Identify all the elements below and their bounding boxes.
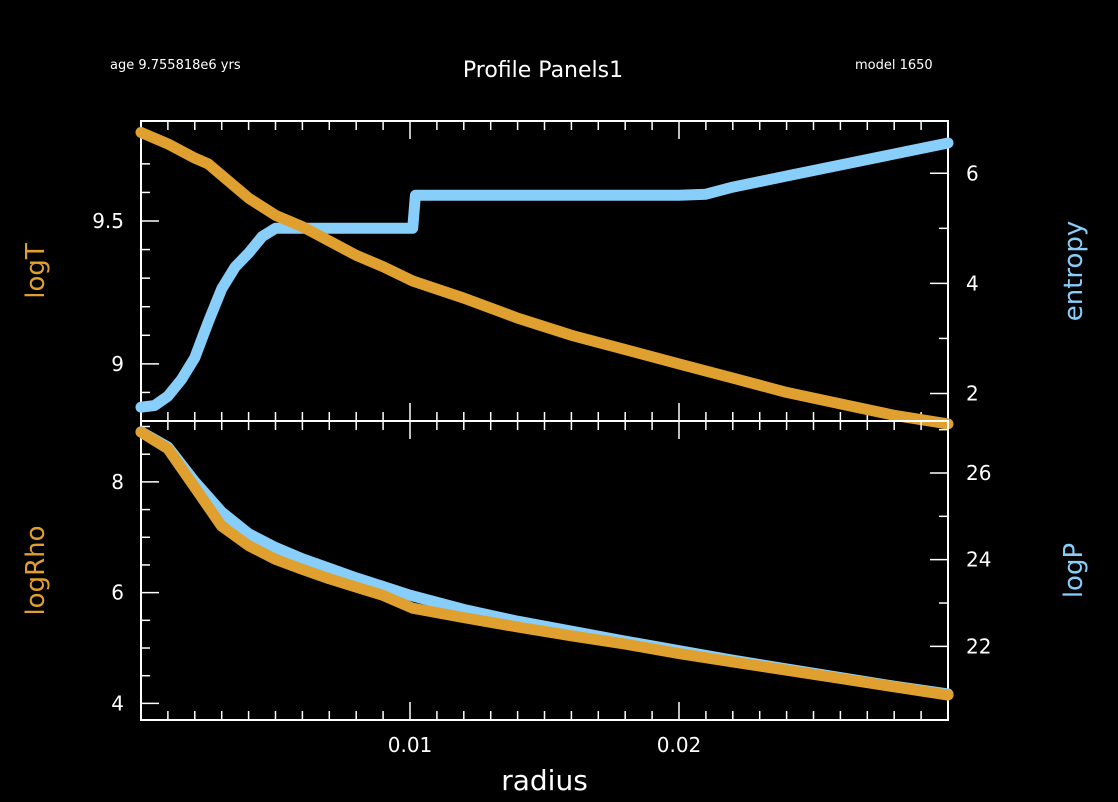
model-label: model 1650 <box>855 58 933 73</box>
bottom-left-tick-label: 6 <box>111 581 124 605</box>
top-right-tick-label: 2 <box>966 381 979 405</box>
chart-title: Profile Panels1 <box>462 58 624 83</box>
bottom-right-tick-label: 22 <box>966 634 991 658</box>
bottom-series-logP <box>135 426 954 700</box>
top-right-axis-label: entropy <box>1059 221 1089 322</box>
x-tick-label: 0.01 <box>388 733 433 757</box>
top-left-axis-label: logT <box>21 243 51 299</box>
age-label: age 9.755818e6 yrs <box>110 58 241 73</box>
top-left-tick-label: 9 <box>111 352 124 376</box>
bottom-right-tick-label: 24 <box>966 548 991 572</box>
x-tick-label: 0.02 <box>657 733 702 757</box>
top-series-entropy <box>135 137 954 413</box>
top-left-tick-label: 9.5 <box>92 209 124 233</box>
top-right-tick-label: 6 <box>966 161 979 185</box>
bottom-right-tick-label: 26 <box>966 461 991 485</box>
top-right-tick-label: 4 <box>966 271 979 295</box>
bottom-series-logRho <box>135 426 954 701</box>
bottom-left-tick-label: 8 <box>111 470 124 494</box>
x-axis-label: radius <box>501 764 588 797</box>
bottom-left-tick-label: 4 <box>111 691 124 715</box>
bottom-right-axis-label: logP <box>1059 543 1089 598</box>
top-series-logT <box>135 126 954 430</box>
bottom-left-axis-label: logRho <box>21 525 51 615</box>
